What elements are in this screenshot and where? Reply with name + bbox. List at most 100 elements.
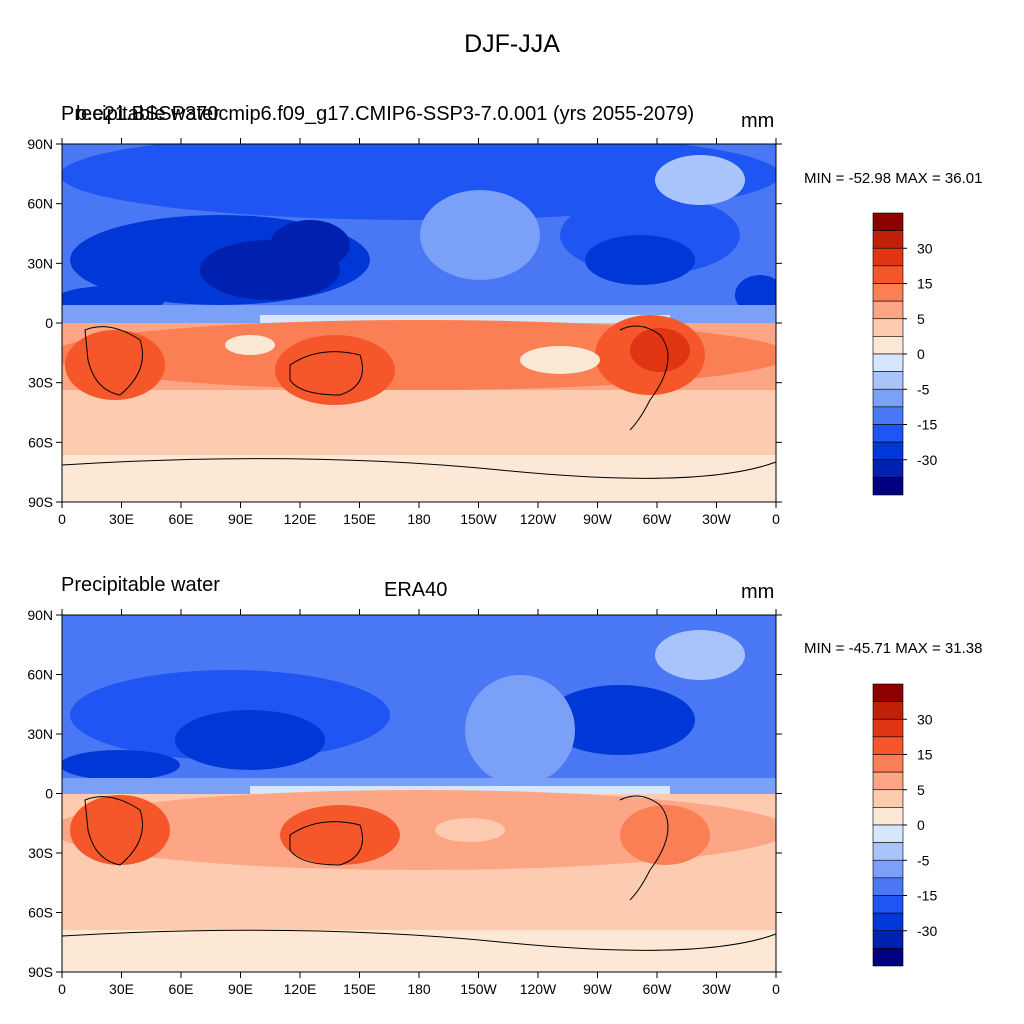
- panel2-colorbar-label: -15: [917, 888, 937, 904]
- panel2-axis-ticks: 90N 60N 30N 0 30S 60S 90S 0 30E 60E 90E 120E 150E 180…: [27, 607, 782, 997]
- panel1-colorbar-box: [872, 459, 904, 478]
- panel2-lat-label: 90S: [28, 964, 53, 980]
- panel1-min-max: MIN = -52.98 MAX = 36.01: [804, 170, 983, 187]
- panel2-lon-label: 90E: [228, 981, 253, 997]
- panel2-colorbar-box: [872, 736, 904, 755]
- panel1-colorbar-box: [872, 283, 904, 302]
- panel1-colorbar-box: [872, 247, 904, 267]
- panel1-lat-label: 0: [45, 315, 53, 331]
- panel2-lon-label: 0: [772, 981, 780, 997]
- panel1-colorbar-label: 30: [917, 240, 933, 256]
- panel2-colorbar-label: -30: [917, 923, 937, 939]
- panel1-lat-label: 90N: [27, 136, 53, 152]
- panel1-colorbar-box: [872, 212, 904, 231]
- panel2-lon-label: 0: [58, 981, 66, 997]
- panel1-colorbar-box: [872, 406, 904, 425]
- coastlines: [61, 325, 777, 951]
- panel1-lat-label: 60N: [27, 196, 53, 212]
- panel2-lon-label: 90W: [583, 981, 613, 997]
- panel2-colorbar-box: [872, 771, 904, 791]
- panel1-lon-label: 0: [772, 511, 780, 527]
- panel1-lon-label: 120W: [520, 511, 557, 527]
- panel2-lon-label: 30W: [702, 981, 732, 997]
- panel1-lon-label: 90E: [228, 511, 253, 527]
- panel1-lon-label: 150E: [343, 511, 376, 527]
- panel2-lon-label: 120E: [284, 981, 317, 997]
- panel2-colorbar-label: 30: [917, 711, 933, 727]
- panel1-colorbar-box: [872, 318, 904, 337]
- panel2-lat-label: 60S: [28, 905, 53, 921]
- panel2-colorbar-box: [872, 824, 904, 843]
- panel1-colorbar-label: -5: [917, 381, 930, 397]
- panel2-lon-label: 120W: [520, 981, 557, 997]
- panel2-lat-label: 30S: [28, 845, 53, 861]
- panel1-colorbar-label: -15: [917, 417, 937, 433]
- panel1-lat-label: 30S: [28, 375, 53, 391]
- panel2-colorbar-box: [872, 807, 904, 826]
- panel1-left-label: Precipitable water: [61, 103, 220, 125]
- panel2-colorbar-box: [872, 718, 904, 738]
- figure-title: DJF-JJA: [464, 30, 560, 58]
- panel2-lat-label: 60N: [27, 667, 53, 683]
- panel2-center-label: ERA40: [384, 579, 448, 601]
- panel1-colorbar: 30 15 5 0 -5 -15 -30: [872, 212, 937, 496]
- panel1-lon-label: 0: [58, 511, 66, 527]
- panel1-lon-label: 120E: [284, 511, 317, 527]
- panel2-colorbar-box: [872, 877, 904, 896]
- panel1-colorbar-label: -30: [917, 452, 937, 468]
- panel2-lat-label: 90N: [27, 607, 53, 623]
- panel2-lat-label: 30N: [27, 726, 53, 742]
- panel1-lon-label: 180: [407, 511, 431, 527]
- panel1-lat-label: 60S: [28, 434, 53, 450]
- panel2-colorbar-box: [872, 842, 904, 861]
- panel1-colorbar-box: [872, 388, 904, 408]
- panel1-colorbar-box: [872, 441, 904, 461]
- panel2-colorbar-label: -5: [917, 852, 930, 868]
- panel1-map: 90N 60N 30N 0 30S 60S 90S 0 30E 60E 90E 120E 150E 180…: [27, 136, 782, 527]
- panel1-lon-label: 150W: [460, 511, 497, 527]
- panel2-colorbar-box: [872, 789, 904, 808]
- panel1-lon-label: 60E: [169, 511, 194, 527]
- panel2-colorbar-label: 0: [917, 817, 925, 833]
- panel1-colorbar-box: [872, 230, 904, 249]
- panel2-map: 90N 60N 30N 0 30S 60S 90S 0 30E 60E 90E 120E 150E 180…: [27, 607, 782, 997]
- panel1-colorbar-box: [872, 424, 904, 443]
- panel1-colorbar-box: [872, 477, 904, 496]
- panel2-colorbar-label: 15: [917, 747, 933, 763]
- panel1-contour-fill: [62, 144, 776, 502]
- panel2-colorbar-box: [872, 683, 904, 702]
- panel1-axis-ticks: 90N 60N 30N 0 30S 60S 90S 0 30E 60E 90E 120E 150E 180…: [27, 136, 782, 527]
- panel2-colorbar-box: [872, 948, 904, 967]
- panel2-lat-label: 0: [45, 786, 53, 802]
- panel2-colorbar-box: [872, 895, 904, 914]
- panel2-colorbar-box: [872, 754, 904, 773]
- panel1-colorbar-box: [872, 336, 904, 355]
- panel1-lon-label: 30W: [702, 511, 732, 527]
- panel1-lon-label: 60W: [643, 511, 673, 527]
- panel2-colorbar-label: 5: [917, 782, 925, 798]
- panel2-colorbar-box: [872, 859, 904, 879]
- panel2-lon-label: 150E: [343, 981, 376, 997]
- panel1-colorbar-box: [872, 371, 904, 390]
- panel1-units: mm: [741, 110, 775, 132]
- panel1-colorbar-label: 15: [917, 276, 933, 292]
- panel2-units: mm: [741, 581, 775, 603]
- panel2-colorbar-box: [872, 912, 904, 932]
- panel1-lon-label: 90W: [583, 511, 613, 527]
- panel2-min-max: MIN = -45.71 MAX = 31.38: [804, 640, 983, 657]
- panel2-lon-label: 60E: [169, 981, 194, 997]
- panel2-colorbar: 30 15 5 0 -5 -15 -30: [872, 683, 937, 967]
- panel2-lon-label: 180: [407, 981, 431, 997]
- panel2-colorbar-box: [872, 701, 904, 720]
- panel1-colorbar-box: [872, 300, 904, 320]
- panel2-colorbar-box: [872, 930, 904, 949]
- panel1-lat-label: 90S: [28, 494, 53, 510]
- panel1-colorbar-box: [872, 265, 904, 284]
- panel2-lon-label: 30E: [109, 981, 134, 997]
- panel1-colorbar-label: 5: [917, 311, 925, 327]
- panel2-lon-label: 60W: [643, 981, 673, 997]
- panel1-lon-label: 30E: [109, 511, 134, 527]
- panel1-lat-label: 30N: [27, 255, 53, 271]
